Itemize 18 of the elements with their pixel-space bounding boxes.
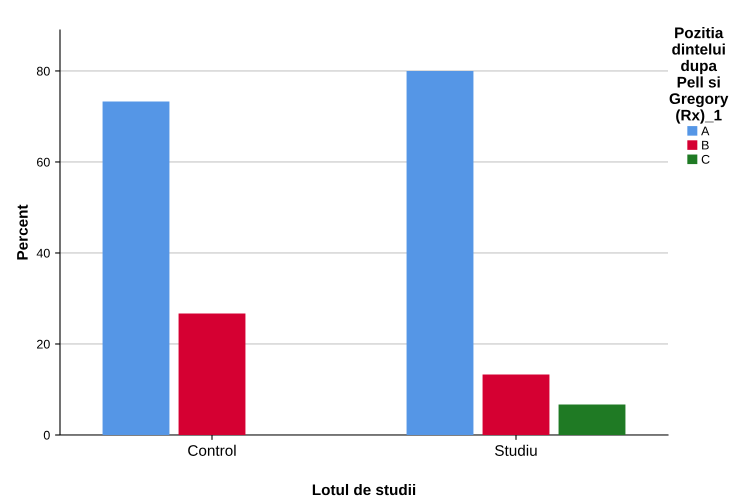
x-axis-title: Lotul de studii	[312, 484, 416, 496]
y-axis-title: Percent	[17, 204, 28, 260]
bar	[178, 314, 246, 435]
legend-label: C	[702, 154, 710, 164]
y-tick-label: 20	[37, 340, 50, 349]
x-tick-label: Control	[188, 444, 236, 456]
bar	[482, 374, 550, 435]
legend-label: B	[702, 140, 709, 150]
y-tick-label: 40	[36, 248, 50, 258]
bar	[406, 70, 474, 435]
legend-label: A	[701, 126, 710, 136]
bar	[102, 101, 170, 435]
x-tick-label: Studiu	[495, 444, 537, 456]
y-tick-label: 80	[36, 66, 50, 76]
bar	[558, 404, 626, 435]
y-tick-label: 0	[44, 430, 50, 440]
y-tick-label: 60	[37, 158, 50, 167]
legend-title: Pozitia dintelui dupa Pell si Gregory (Rx)_1	[670, 27, 728, 124]
